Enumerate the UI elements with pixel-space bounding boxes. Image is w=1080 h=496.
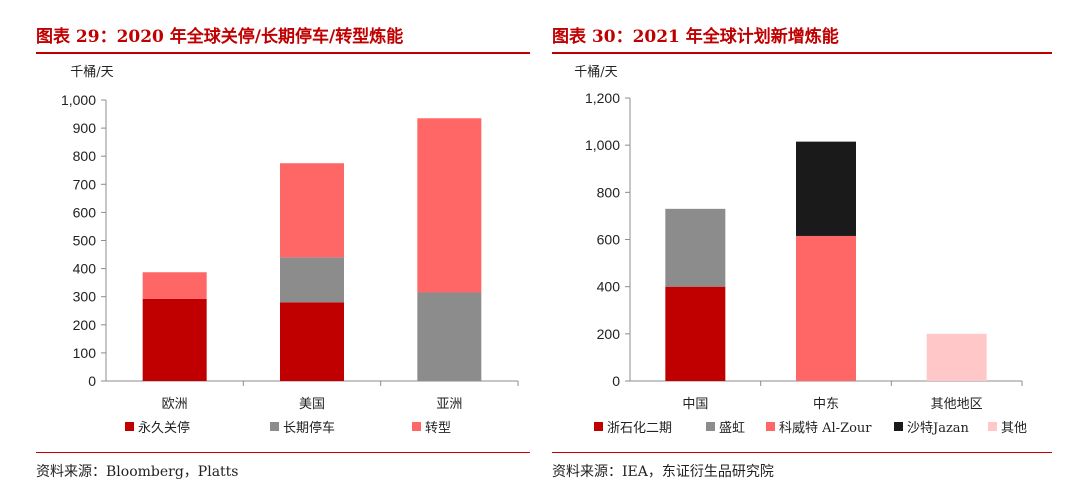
chart-panel-left: 图表 29：2020 年全球关停/长期停车/转型炼能 千桶/天 0 100 200 30… xyxy=(0,0,530,496)
bar-segment-转型 xyxy=(417,118,482,293)
source-note: 资料来源：Bloomberg，Platts xyxy=(36,464,239,480)
y-tick-label: 200 xyxy=(597,326,621,342)
x-tick-label: 美国 xyxy=(299,397,325,412)
y-tick-label: 700 xyxy=(73,176,97,192)
legend-swatch xyxy=(894,422,903,431)
y-tick-label: 400 xyxy=(73,261,97,277)
y-tick-label: 600 xyxy=(73,204,97,220)
legend-swatch xyxy=(125,422,134,431)
x-tick-label: 中东 xyxy=(813,397,839,412)
y-unit-label: 千桶/天 xyxy=(574,65,617,80)
legend-label: 转型 xyxy=(425,421,451,436)
legend-label: 盛虹 xyxy=(719,421,745,436)
x-tick-label: 其他地区 xyxy=(931,397,983,412)
y-tick-label: 0 xyxy=(612,373,620,389)
y-tick-label: 200 xyxy=(73,317,97,333)
y-tick-label: 300 xyxy=(73,289,97,305)
legend-label: 浙石化二期 xyxy=(607,421,672,436)
chart-title: 图表 30：2021 年全球计划新增炼能 xyxy=(552,27,839,47)
legend-label: 永久关停 xyxy=(138,420,190,436)
y-tick-label: 100 xyxy=(73,345,97,361)
legend-label: 沙特Jazan xyxy=(907,421,970,436)
bar-segment-长期停车 xyxy=(280,257,344,303)
legend-swatch xyxy=(412,422,421,431)
legend-swatch xyxy=(988,422,997,431)
y-tick-label: 500 xyxy=(73,233,97,249)
legend-swatch xyxy=(270,422,279,431)
chart-title: 图表 29：2020 年全球关停/长期停车/转型炼能 xyxy=(36,27,404,47)
legend-label: 长期停车 xyxy=(283,420,335,436)
y-tick-label: 800 xyxy=(73,148,97,164)
bar-segment-沙特Jazan xyxy=(796,141,856,236)
footer-rule xyxy=(552,452,1052,453)
legend-label: 科威特 Al-Zour xyxy=(779,421,872,436)
bar-segment-长期停车 xyxy=(417,292,482,381)
y-tick-label: 1,200 xyxy=(585,90,620,106)
bar-segment-永久关停 xyxy=(142,298,207,381)
y-unit-label: 千桶/天 xyxy=(70,65,113,80)
bar-segment-盛虹 xyxy=(665,208,726,287)
bar-segment-转型 xyxy=(142,272,207,299)
legend-swatch xyxy=(706,422,715,431)
bar-segment-永久关停 xyxy=(280,302,344,381)
chart-plot-left: 千桶/天 0 100 200 300 400 500 600 700 800 900 1,000 欧洲 美… xyxy=(61,65,519,436)
legend-swatch xyxy=(766,422,775,431)
y-tick-label: 900 xyxy=(73,120,97,136)
source-note: 资料来源：IEA，东证衍生品研究院 xyxy=(552,464,774,480)
bar-segment-浙石化二期 xyxy=(665,286,726,381)
chart-panel-right: 图表 30：2021 年全球计划新增炼能 千桶/天 0 200 400 600 800 1,… xyxy=(548,0,1080,496)
x-tick-label: 欧洲 xyxy=(162,397,188,412)
title-rule xyxy=(36,52,530,54)
y-tick-label: 600 xyxy=(597,232,621,248)
x-tick-label: 中国 xyxy=(682,397,708,412)
x-tick-label: 亚洲 xyxy=(436,397,462,412)
y-tick-label: 0 xyxy=(88,373,96,389)
bar-segment-科威特-Al-Zour xyxy=(796,235,856,381)
bar-segment-转型 xyxy=(280,163,344,258)
legend-label: 其他 xyxy=(1001,421,1027,436)
bar-segment-其他 xyxy=(926,333,987,381)
chart-plot-right: 千桶/天 0 200 400 600 800 1,000 1,200 中国 中东 其他地区浙石化二期… xyxy=(574,65,1027,436)
legend-swatch xyxy=(594,422,603,431)
footer-rule xyxy=(36,452,530,453)
y-tick-label: 1,000 xyxy=(585,137,620,153)
y-tick-label: 400 xyxy=(597,279,621,295)
title-rule xyxy=(552,52,1052,54)
y-tick-label: 800 xyxy=(597,184,621,200)
y-tick-label: 1,000 xyxy=(61,92,96,108)
